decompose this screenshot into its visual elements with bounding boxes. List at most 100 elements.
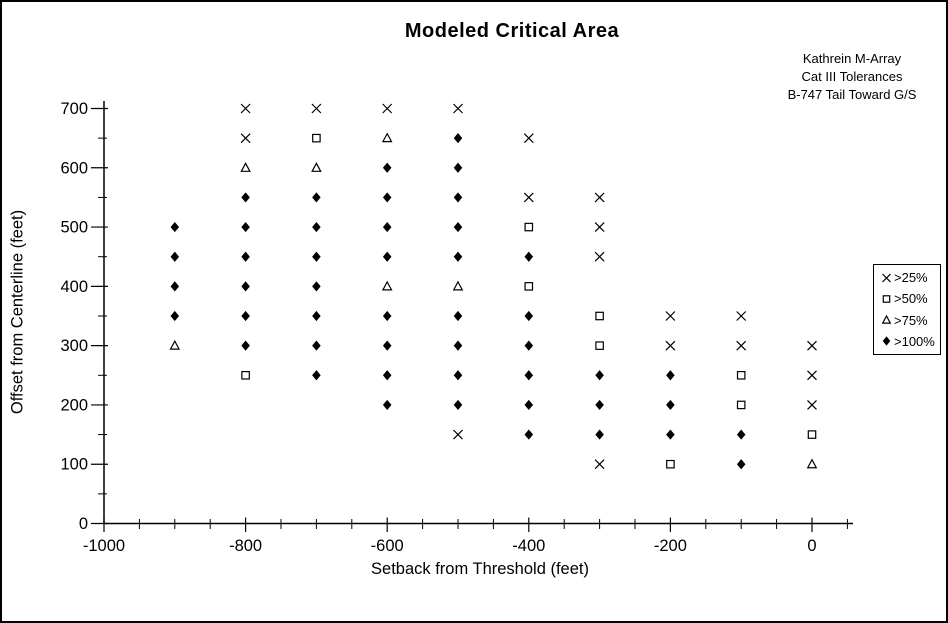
data-point-marker — [665, 340, 676, 351]
data-point-marker — [524, 340, 534, 351]
x-tick-label: -800 — [229, 537, 262, 555]
legend-item-25: >25% — [880, 270, 938, 285]
legend-item-50: >50% — [880, 291, 938, 306]
y-tick-label: 700 — [60, 100, 88, 118]
legend-item-75: >75% — [880, 313, 938, 328]
data-point-marker — [453, 251, 463, 262]
data-point-marker — [453, 370, 463, 381]
x-tick-label: 0 — [807, 537, 816, 555]
data-point-marker — [666, 459, 675, 469]
data-point-marker — [736, 400, 746, 410]
data-point-marker — [453, 399, 463, 411]
legend-box: >25% >50% >75% >100% — [873, 264, 941, 355]
data-point-marker — [595, 311, 604, 321]
data-point-marker — [524, 310, 534, 322]
data-point-marker — [595, 429, 604, 440]
legend-item-label: >50% — [894, 291, 928, 307]
data-point-marker — [453, 310, 463, 322]
data-point-marker — [453, 103, 463, 114]
data-point-marker — [382, 340, 392, 351]
x-tick-label: -600 — [371, 537, 404, 555]
data-point-marker — [382, 310, 392, 322]
data-point-marker — [807, 340, 817, 351]
data-point-marker — [666, 429, 675, 440]
data-point-marker — [312, 133, 321, 143]
data-point-marker — [240, 162, 251, 172]
data-point-marker — [311, 103, 322, 114]
data-point-marker — [453, 221, 463, 233]
data-point-marker — [453, 162, 463, 173]
data-point-marker — [312, 251, 321, 262]
data-point-marker — [382, 103, 393, 114]
data-point-marker — [524, 429, 534, 440]
data-point-marker — [524, 282, 534, 291]
data-point-marker — [241, 340, 250, 351]
data-point-marker — [381, 132, 393, 143]
data-point-marker — [594, 192, 605, 203]
data-point-marker — [807, 430, 817, 439]
data-point-marker — [594, 459, 605, 470]
data-point-marker — [453, 192, 463, 203]
data-point-marker — [382, 162, 392, 173]
legend-marker-square-icon — [882, 295, 891, 303]
data-point-marker — [170, 221, 180, 233]
data-point-marker — [666, 370, 675, 381]
data-point-marker — [382, 192, 392, 203]
legend-item-label: >25% — [894, 270, 928, 285]
data-point-marker — [666, 399, 675, 411]
data-point-marker — [170, 281, 180, 292]
legend-marker-cross-icon — [882, 273, 891, 282]
data-point-marker — [595, 399, 604, 411]
data-point-marker — [241, 310, 250, 322]
data-point-marker — [807, 400, 817, 410]
annotation-line-3: B-747 Tail Toward G/S — [787, 87, 917, 102]
data-point-marker — [523, 192, 534, 203]
data-point-marker — [241, 370, 250, 380]
data-point-marker — [169, 339, 181, 350]
legend-item-100: >100% — [880, 334, 938, 349]
legend-item-label: >100% — [894, 333, 935, 349]
data-point-marker — [240, 103, 251, 114]
legend-marker-triangle-icon — [881, 314, 892, 324]
data-point-marker — [241, 281, 250, 292]
x-tick-label: -1000 — [83, 537, 125, 555]
data-point-marker — [594, 251, 605, 262]
data-point-marker — [736, 311, 747, 321]
data-point-marker — [312, 281, 321, 292]
data-point-marker — [452, 280, 464, 291]
data-point-marker — [381, 280, 393, 291]
data-point-marker — [523, 133, 534, 144]
data-point-marker — [312, 370, 321, 381]
data-point-marker — [453, 429, 463, 440]
data-point-marker — [806, 458, 818, 469]
y-tick-label: 300 — [60, 337, 88, 355]
data-point-marker — [524, 222, 534, 232]
data-point-marker — [524, 370, 534, 381]
annotation-line-1: Kathrein M-Array — [802, 51, 902, 66]
data-point-marker — [595, 341, 604, 350]
y-tick-label: 0 — [79, 515, 88, 533]
y-tick-label: 200 — [60, 396, 88, 414]
data-point-marker — [736, 459, 746, 470]
data-point-marker — [382, 221, 392, 233]
annotation-line-2: Cat III Tolerances — [801, 69, 903, 84]
data-point-marker — [736, 429, 746, 440]
data-point-marker — [382, 370, 392, 381]
y-tick-label: 100 — [60, 456, 88, 474]
data-point-marker — [665, 311, 676, 321]
data-point-marker — [170, 310, 180, 322]
data-point-marker — [241, 251, 250, 262]
data-point-marker — [736, 340, 747, 351]
data-point-marker — [595, 370, 604, 381]
data-point-marker — [241, 221, 250, 233]
data-point-marker — [807, 370, 817, 381]
data-point-marker — [312, 340, 321, 351]
chart-annotation: Kathrein M-Array Cat III Tolerances B-74… — [754, 50, 946, 104]
data-point-marker — [311, 162, 322, 172]
data-point-marker — [382, 251, 392, 262]
x-axis-title: Setback from Threshold (feet) — [371, 560, 589, 578]
y-tick-label: 500 — [60, 219, 88, 237]
chart-title: Modeled Critical Area — [404, 20, 620, 42]
